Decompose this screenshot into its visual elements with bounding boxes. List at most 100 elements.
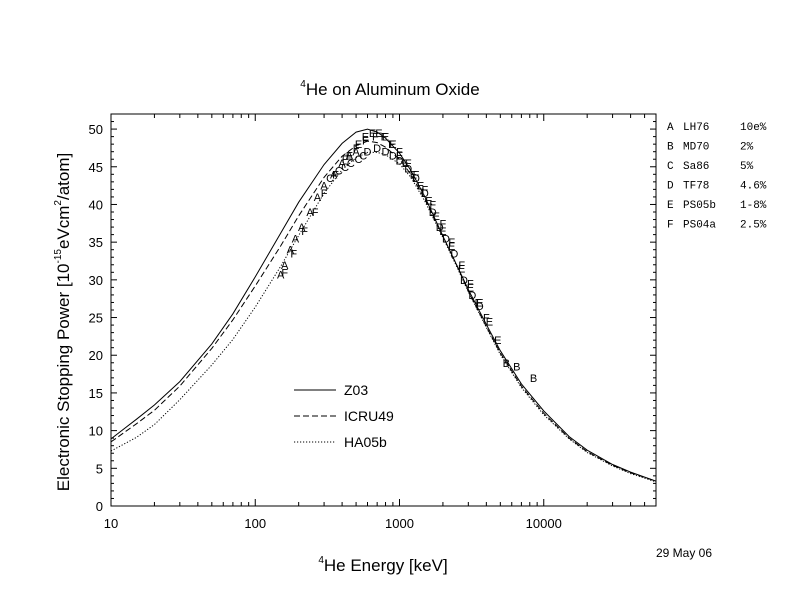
dataset-key-letter: B [667,142,674,154]
data-point-a: A [346,150,354,162]
y-tick-label: 50 [89,122,103,137]
data-point-e: E [362,132,369,144]
data-point-d: D [460,275,468,287]
data-point-d: D [429,207,437,219]
data-point-a: A [314,192,322,204]
dataset-key-letter: F [667,220,674,232]
data-point-e: E [439,226,446,238]
data-point-c: C [347,158,355,170]
dataset-key-name: Sa86 [683,161,709,173]
data-point-e: E [417,181,424,193]
y-tick-label: 5 [96,461,103,476]
data-point-f: F [312,207,319,219]
data-point-f: F [475,297,482,309]
data-point-d: D [373,143,381,155]
legend-label-z03: Z03 [344,382,368,398]
data-point-d: D [468,290,476,302]
data-point-a: A [298,222,306,234]
data-point-c: C [335,166,343,178]
series-line-z03 [111,128,656,482]
x-tick-label: 1000 [385,516,414,531]
dataset-key-name: TF78 [683,181,709,193]
y-axis-label: Electronic Stopping Power [10-15eVcm2/at… [53,153,73,491]
legend-label-icru49: ICRU49 [344,408,394,424]
data-point-e: E [355,139,362,151]
data-point-c: C [359,150,367,162]
data-point-f: F [396,147,403,159]
data-point-d: D [382,147,390,159]
data-point-f: F [440,218,447,230]
data-point-e: E [458,264,465,276]
data-point-f: F [372,132,379,144]
data-point-f: F [342,154,349,166]
data-point-f: F [448,237,455,249]
data-point-a: A [292,233,300,245]
dataset-key-uncertainty: 5% [740,161,754,173]
data-point-e: E [476,297,483,309]
dataset-key-uncertainty: 2% [740,142,754,154]
dataset-key-uncertainty: 1-8% [740,200,767,212]
x-axis-label: 4He Energy [keV] [318,555,447,575]
data-point-c: C [341,162,349,174]
dataset-key-name: LH76 [683,122,709,134]
y-tick-label: 0 [96,499,103,514]
data-point-d: D [389,150,397,162]
data-point-a: A [338,158,346,170]
data-point-f: F [353,143,360,155]
dataset-key-uncertainty: 10e% [740,122,767,134]
data-point-e: E [410,169,417,181]
chart-legend: Z03 ICRU49 HA05b [294,382,394,450]
data-point-d: D [396,156,404,168]
data-point-e: E [346,150,353,162]
x-tick-label: 100 [244,516,266,531]
data-point-f: F [483,313,490,325]
data-point-d: D [450,248,458,260]
data-point-f: F [290,248,297,260]
dataset-key-letter: E [667,200,674,212]
data-point-b: B [530,373,537,385]
data-point-d: D [442,233,450,245]
data-point-d: D [404,163,412,175]
y-tick-label: 20 [89,348,103,363]
data-point-e: E [369,128,376,140]
data-point-e: E [448,241,455,253]
data-point-e: E [402,158,409,170]
data-point-f: F [388,139,395,151]
data-point-a: A [277,270,285,282]
data-point-f: F [467,279,474,291]
data-point-f: F [405,158,412,170]
dataset-key-letter: A [667,122,674,134]
data-point-e: E [375,128,382,140]
dataset-key-uncertainty: 4.6% [740,181,767,193]
data-point-f: F [429,199,436,211]
data-point-f: F [301,226,308,238]
data-point-c: C [355,154,363,166]
y-tick-label: 30 [89,273,103,288]
data-point-e: E [396,150,403,162]
data-point-e: E [494,335,501,347]
data-point-a: A [320,181,328,193]
data-point-f: F [362,135,369,147]
data-point-f: F [332,169,339,181]
data-point-f: F [458,260,465,272]
chart-title: 4He on Aluminum Oxide [300,79,479,99]
date-label: 29 May 06 [656,546,712,560]
series-line-icru49 [111,140,656,482]
data-point-b: B [503,358,510,370]
y-tick-label: 45 [89,160,103,175]
data-point-e: E [467,282,474,294]
dataset-key-name: MD70 [683,142,709,154]
y-tick-label: 25 [89,311,103,326]
y-tick-label: 15 [89,386,103,401]
dataset-key-letter: C [667,161,674,173]
dataset-key-name: PS05b [683,200,716,212]
data-point-a: A [287,245,295,257]
dataset-key: A LH76 10e% B MD70 2% C Sa86 5% D TF78 4.6% E PS05b 1-… [667,122,767,232]
y-tick-label: 10 [89,424,103,439]
data-point-f: F [422,184,429,196]
data-point-c: C [326,173,334,185]
series-line-ha05b [111,151,656,483]
data-point-a: A [352,147,360,159]
